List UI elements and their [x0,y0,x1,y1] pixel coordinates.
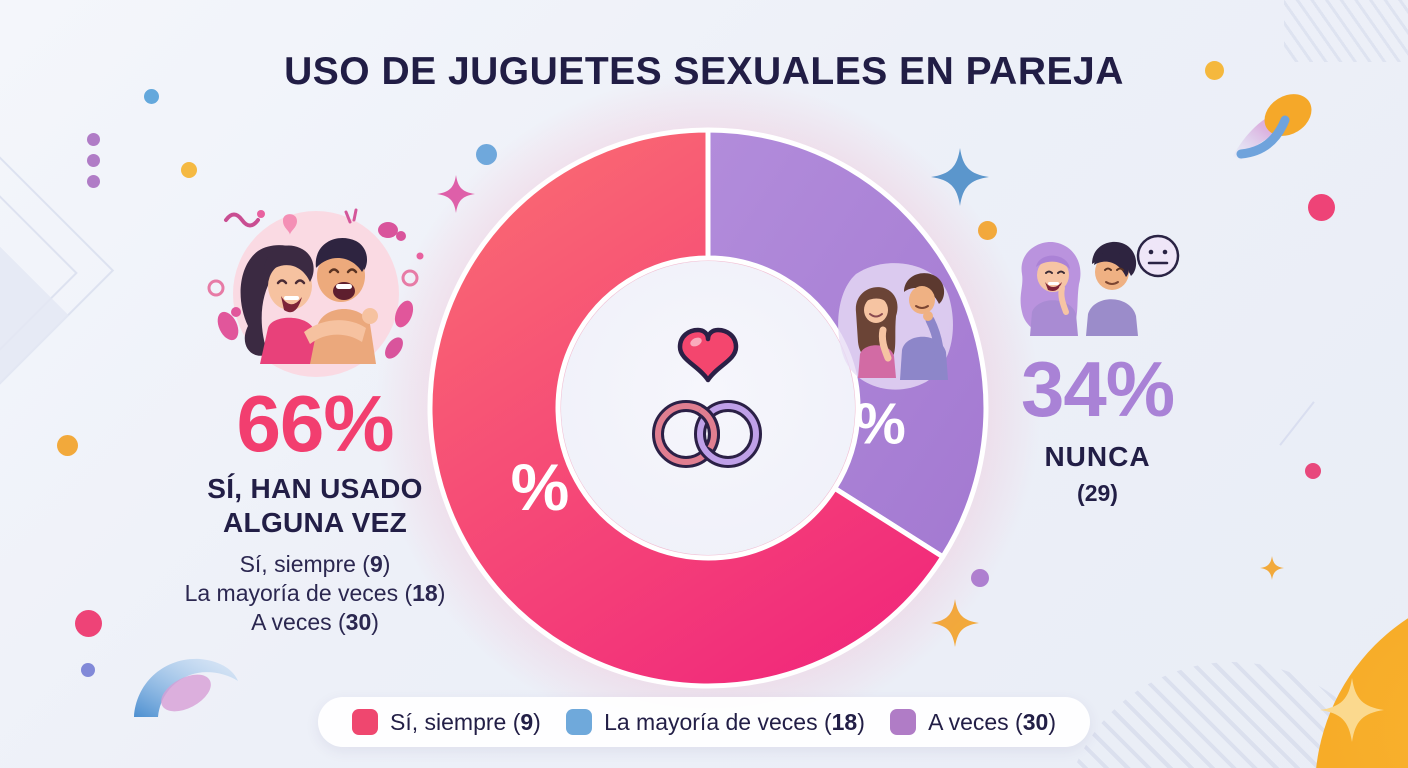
breakdown-line: Sí, siempre (9) [239,551,391,578]
left-stat-breakdown: Sí, siempre (9) La mayoría de veces (18)… [160,550,470,636]
right-stat-percent: 34% [1020,345,1175,433]
pink-dot [75,610,102,637]
page-title: USO DE JUGUETES SEXUALES EN PAREJA [284,50,1124,93]
right-stat-label: NUNCA [1044,441,1151,473]
wedding-rings-icon [652,400,762,468]
arc-swoosh-icon [134,658,238,717]
pink-dot [1305,463,1321,479]
yellow-dot [57,435,78,456]
legend-swatch-purple [890,709,917,735]
breakdown-line: A veces (30) [251,608,379,635]
legend-swatch-blue [566,709,593,735]
orange-sparkle-icon [1260,556,1284,580]
legend-label: A veces (30) [928,708,1056,735]
pink-slice-percent-symbol: % [510,450,570,524]
comet-swoosh-icon [1233,94,1312,160]
left-stat-percent: 66% [236,379,394,468]
purple-slice-percent-symbol: % [854,391,906,457]
legend-item-mayoria: La mayoría de veces (18) [566,709,865,736]
nunca-couple-illustration [1020,234,1180,336]
orange-star-icon [931,599,979,647]
thinking-couple-bubble-illustration [838,263,953,390]
slice-si [427,127,946,689]
faint-diagonal-line [1279,401,1315,446]
blue-dot [81,663,95,677]
left-stat-heading: SÍ, HAN USADO ALGUNA VEZ [207,473,423,539]
neutral-face-emoji [1136,234,1180,278]
blue-dot [144,89,159,104]
legend-label: La mayoría de veces (18) [604,708,865,735]
purple-dot [87,175,100,188]
legend-label: Sí, siempre (9) [390,708,541,735]
pink-dot [1308,194,1335,221]
orange-dot [978,221,997,240]
purple-dot [87,133,100,146]
heart-icon [677,327,739,383]
purple-dot [87,154,100,167]
pink-sparkle-icon [437,175,475,213]
legend-swatch-pink [352,709,378,735]
diagonal-hatch-pattern [1284,0,1408,62]
left-stat-block: 66% SÍ, HAN USADO ALGUNA VEZ Sí, siempre… [160,379,470,637]
legend-item-a-veces: A veces (30) [890,709,1056,736]
chart-legend: Sí, siempre (9) La mayoría de veces (18)… [318,697,1090,747]
happy-couple-illustration [207,208,424,377]
breakdown-line: La mayoría de veces (18) [184,580,446,607]
right-stat-count: (29) [1077,480,1118,507]
purple-dot [971,569,989,587]
legend-item-si-siempre: Sí, siempre (9) [352,709,541,736]
right-stat-block: 34% NUNCA (29) [985,345,1210,507]
yellow-dot [1205,61,1224,80]
blue-star-icon [931,148,989,206]
blue-dot [476,144,497,165]
donut-chart [427,127,989,689]
yellow-dot [181,162,197,178]
light-star-icon [1320,678,1384,742]
